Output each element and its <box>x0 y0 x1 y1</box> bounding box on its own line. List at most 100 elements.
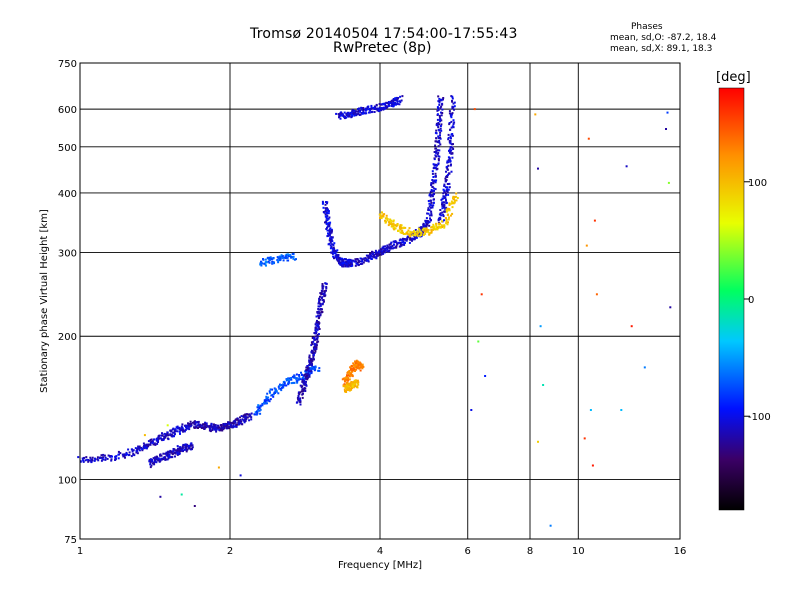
trace-point <box>437 135 440 138</box>
trace-point <box>428 202 431 205</box>
trace-point <box>435 179 438 182</box>
trace-point <box>159 458 162 461</box>
trace-point <box>176 451 178 454</box>
trace-point <box>125 453 128 455</box>
trace-point <box>183 448 186 451</box>
trace-point <box>420 231 423 234</box>
trace-point <box>330 237 333 240</box>
trace-point <box>345 382 348 384</box>
trace-point <box>209 427 212 430</box>
trace-point <box>162 452 165 455</box>
trace-point <box>393 99 395 102</box>
trace-point <box>370 258 373 260</box>
trace-point <box>429 199 432 202</box>
trace-point <box>188 428 191 431</box>
trace-point <box>443 206 446 209</box>
trace-point <box>349 384 352 387</box>
trace-point <box>380 248 383 251</box>
trace-point <box>82 459 85 462</box>
trace-point <box>445 222 448 225</box>
trace-point <box>446 207 449 210</box>
trace-point <box>319 308 322 311</box>
trace-point <box>340 112 343 115</box>
trace-point <box>226 424 229 427</box>
trace-point <box>169 433 172 436</box>
trace-point <box>310 368 313 371</box>
trace-point <box>375 107 378 110</box>
trace-point <box>414 229 417 231</box>
trace-point <box>346 384 349 387</box>
isolated-point <box>480 293 483 296</box>
isolated-point <box>625 165 628 168</box>
trace-point <box>164 452 167 455</box>
trace-point <box>223 427 226 429</box>
trace-point <box>451 206 454 209</box>
trace-point <box>445 192 447 195</box>
trace-point <box>450 149 453 152</box>
trace-point <box>189 425 192 428</box>
trace-point <box>278 384 281 387</box>
trace-point <box>445 218 448 221</box>
trace-point <box>110 458 113 461</box>
trace-point <box>308 375 311 378</box>
trace-point <box>332 246 335 249</box>
trace-point <box>292 255 295 258</box>
trace-point <box>325 228 328 230</box>
trace-point <box>356 379 359 382</box>
trace-point <box>179 450 182 453</box>
trace-point <box>419 234 422 237</box>
trace-point <box>441 103 444 106</box>
trace-point <box>317 308 320 310</box>
trace-point <box>413 237 416 240</box>
trace-point <box>288 381 290 384</box>
trace-point <box>443 219 446 222</box>
trace-point <box>301 376 304 379</box>
trace-point <box>147 440 150 443</box>
trace-point <box>239 416 241 419</box>
trace-point <box>455 192 458 195</box>
trace-point <box>434 131 437 134</box>
trace-point <box>194 422 197 425</box>
trace-point <box>384 249 387 252</box>
trace-point <box>396 223 399 226</box>
trace-point <box>211 429 214 432</box>
trace-point <box>324 215 327 218</box>
trace-point <box>348 378 351 381</box>
trace-point <box>409 237 412 239</box>
trace-point <box>169 429 172 432</box>
trace-point <box>242 419 245 422</box>
trace-point <box>293 381 296 384</box>
trace-point <box>451 134 454 137</box>
trace-point <box>238 421 241 424</box>
trace-point <box>312 353 315 356</box>
trace-point <box>362 365 365 368</box>
trace-point <box>104 456 107 459</box>
trace-point <box>338 116 340 119</box>
trace-point <box>166 431 169 434</box>
trace-point <box>305 377 308 380</box>
axis-ticks: 1 2 4 6 8 10 16 75 100 200 300 400 500 600 750 <box>58 59 686 557</box>
trace-point <box>313 366 316 369</box>
trace-point <box>96 456 99 459</box>
trace-point <box>268 390 271 393</box>
trace-point <box>318 300 321 303</box>
trace-point <box>447 138 450 141</box>
trace-point <box>451 133 454 135</box>
trace-point <box>317 321 320 323</box>
trace-point <box>448 208 451 210</box>
trace-point <box>264 400 267 403</box>
phases-heading: Phases <box>631 22 663 32</box>
trace-point <box>370 107 373 110</box>
trace-point <box>272 393 275 396</box>
trace-point <box>259 262 262 265</box>
trace-point <box>184 428 187 431</box>
trace-point <box>431 190 434 193</box>
trace-point <box>160 457 163 460</box>
trace-point <box>436 118 439 121</box>
trace-point <box>448 112 451 115</box>
trace-point <box>277 261 280 264</box>
trace-point <box>399 101 402 104</box>
trace-point <box>354 383 357 385</box>
trace-point <box>346 387 349 390</box>
trace-point <box>433 189 435 192</box>
